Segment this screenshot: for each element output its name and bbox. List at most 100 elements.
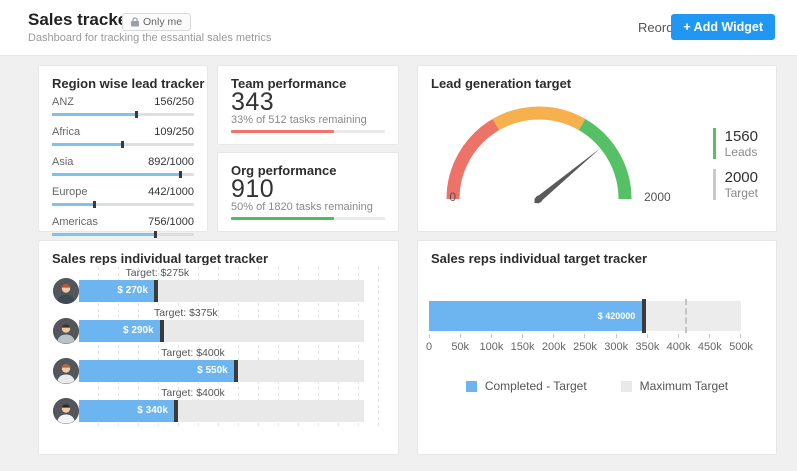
widget-title: Sales reps individual target tracker	[52, 251, 269, 266]
kpi-caption: 50% of 1820 tasks remaining	[231, 201, 373, 213]
progress-fill	[52, 171, 183, 178]
progress-fill	[52, 231, 157, 238]
bar-end-marker	[153, 280, 158, 302]
bar-fill: $ 550k	[79, 360, 238, 382]
legend-label: Leads	[724, 145, 758, 159]
bar-track: $ 340k	[79, 400, 364, 422]
rep-row: Target: $375k $ 290k	[39, 307, 398, 347]
lock-icon	[131, 17, 139, 27]
visibility-badge-label: Only me	[143, 16, 183, 28]
region-lead-tracker-widget: Region wise lead tracker ANZ 156/250 Afri…	[38, 65, 208, 238]
region-label: Americas	[52, 216, 98, 228]
page-subtitle: Dashboard for tracking the essantial sal…	[28, 32, 272, 44]
progress-marker	[179, 171, 183, 178]
axis-tick: 150k	[511, 334, 535, 353]
region-row: Americas 756/1000	[52, 216, 194, 246]
axis-tick: 300k	[604, 334, 628, 353]
axis-tick: 100k	[479, 334, 503, 353]
kpi-value: 910	[231, 175, 275, 203]
bar-value-label: $ 290k	[123, 325, 154, 336]
rep-row: Target: $275k $ 270k	[39, 267, 398, 307]
region-value: 892/1000	[148, 156, 194, 168]
gauge-legend-item: 2000 Target	[712, 169, 758, 200]
region-label: Asia	[52, 156, 74, 168]
gauge-segment-red	[446, 118, 500, 200]
legend-swatch	[465, 380, 477, 392]
target-label: Target: $275k	[125, 267, 190, 279]
bar-end-marker	[159, 320, 164, 342]
avatar	[53, 278, 79, 304]
visibility-badge[interactable]: Only me	[122, 13, 192, 31]
bar-fill: $ 420000	[429, 299, 647, 333]
gauge-needle	[534, 148, 601, 204]
region-value: 109/250	[154, 126, 194, 138]
legend-swatch	[620, 380, 632, 392]
org-performance-widget: Org performance 910 50% of 1820 tasks re…	[217, 152, 399, 232]
avatar	[53, 398, 79, 424]
progress-track	[52, 141, 194, 148]
region-row: ANZ 156/250	[52, 96, 194, 126]
axis-tick: 50k	[451, 334, 469, 353]
progress-fill	[52, 201, 96, 208]
region-label: Europe	[52, 186, 88, 198]
sales-reps-target-tracker-summary-widget: Sales reps individual target tracker $ 4…	[417, 240, 777, 455]
bar-fill: $ 290k	[79, 320, 164, 342]
bar-track: $ 420000	[429, 299, 741, 333]
progress-marker	[121, 141, 124, 148]
axis-tick: 250k	[573, 334, 597, 353]
progress-track	[52, 111, 194, 118]
progress-fill	[231, 130, 335, 133]
axis-tick: 450k	[698, 334, 722, 353]
progress-fill	[231, 217, 335, 220]
bar-value-label: $ 420000	[597, 311, 636, 321]
bar-value-label: $ 550k	[197, 365, 228, 376]
region-label: ANZ	[52, 96, 74, 108]
page-header: Sales tracker Only me Dashboard for trac…	[0, 0, 797, 55]
region-value: 756/1000	[148, 216, 194, 228]
progress-marker	[135, 111, 139, 118]
x-axis: 0 50k 100k 150k 200k 250k 300k 350k 400k 450k 500k	[426, 334, 753, 358]
widget-title: Lead generation target	[431, 76, 572, 91]
legend-item: Completed - Target	[465, 379, 587, 393]
gauge-segment-orange	[492, 106, 586, 131]
widget-title: Team performance	[231, 76, 347, 91]
target-marker	[684, 299, 687, 333]
progress-fill	[52, 111, 139, 118]
progress-track	[231, 130, 385, 133]
add-widget-button[interactable]: + Add Widget	[671, 14, 775, 40]
legend-item: Maximum Target	[620, 379, 729, 393]
gauge-chart	[446, 106, 632, 204]
region-row: Africa 109/250	[52, 126, 194, 156]
gauge-segment-green	[578, 118, 632, 200]
bar-end-marker	[233, 360, 238, 382]
gauge-min-label: 0	[449, 190, 456, 204]
legend-label: Maximum Target	[639, 379, 729, 393]
gauge-max-label: 2000	[644, 190, 671, 204]
bar-track: $ 270k	[79, 280, 364, 302]
region-rows: ANZ 156/250 Africa 109/250 Asia 892/1000 Eu…	[52, 96, 194, 246]
avatar	[53, 358, 79, 384]
widget-title: Org performance	[231, 163, 337, 178]
progress-marker	[153, 231, 157, 238]
region-value: 442/1000	[148, 186, 194, 198]
kpi-value: 343	[231, 88, 275, 116]
bar-fill: $ 340k	[79, 400, 178, 422]
axis-tick: 500k	[729, 334, 753, 353]
legend-value: 1560	[724, 128, 758, 145]
widget-title: Region wise lead tracker	[52, 76, 205, 91]
target-label: Target: $400k	[161, 387, 225, 399]
axis-tick: 400k	[667, 334, 691, 353]
widget-title: Sales reps individual target tracker	[431, 251, 648, 266]
rep-row: Target: $400k $ 340k	[39, 387, 398, 427]
region-row: Asia 892/1000	[52, 156, 194, 186]
bar-value-label: $ 340k	[137, 405, 168, 416]
progress-track	[231, 217, 385, 220]
progress-track	[52, 171, 194, 178]
gauge-legend: 1560 Leads 2000 Target	[712, 128, 758, 210]
avatar	[53, 318, 79, 344]
progress-track	[52, 231, 194, 238]
team-performance-widget: Team performance 343 33% of 512 tasks re…	[217, 65, 399, 145]
legend-value: 2000	[724, 169, 758, 186]
bar-track: $ 290k	[79, 320, 364, 342]
